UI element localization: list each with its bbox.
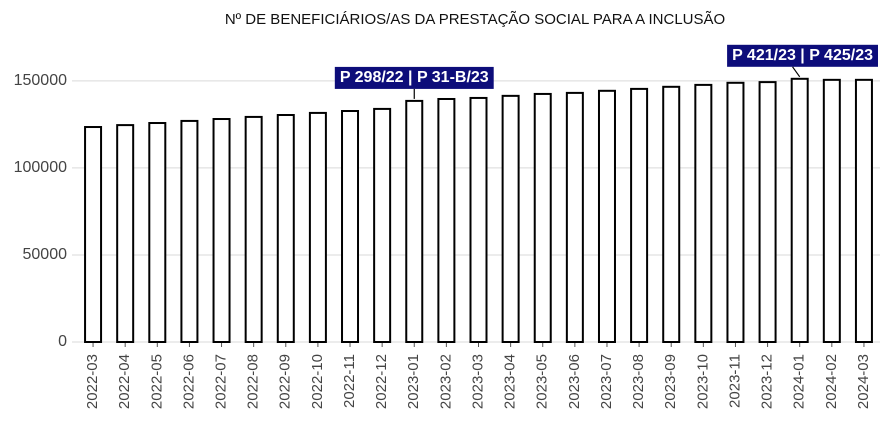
bar (694, 83, 713, 344)
bar (308, 111, 327, 343)
x-tick-label: 2023-11 (726, 354, 743, 408)
y-tick-label: 150000 (14, 72, 67, 89)
bar (758, 81, 777, 343)
x-tick-label: 2024-03 (855, 354, 872, 409)
x-tick-label: 2024-01 (791, 354, 808, 409)
bar (180, 119, 199, 344)
x-tick-label: 2023-01 (405, 354, 422, 409)
bar (630, 87, 649, 343)
x-tick-label: 2022-12 (373, 354, 390, 409)
annotation-leader (792, 66, 801, 78)
x-tick-label: 2022-04 (116, 354, 133, 409)
x-tick-label: 2024-02 (823, 354, 840, 409)
bar (148, 122, 167, 343)
x-tick-label: 2023-10 (694, 354, 711, 409)
bar (84, 126, 103, 343)
bar (212, 118, 231, 343)
bar (790, 77, 809, 344)
y-tick-label: 50000 (23, 246, 68, 263)
bar (244, 115, 263, 343)
bar (469, 96, 488, 343)
bar (437, 97, 456, 343)
x-tick-label: 2022-11 (341, 354, 358, 408)
x-tick-label: 2022-09 (277, 354, 294, 409)
x-tick-label: 2023-05 (534, 354, 551, 409)
annotation-box (334, 66, 494, 89)
bar (597, 89, 616, 343)
x-tick-label: 2023-03 (469, 354, 486, 409)
bar (276, 114, 295, 344)
annotation: P 421/23 | P 425/23 (727, 44, 878, 78)
bar (405, 99, 424, 343)
annotation-box (727, 44, 878, 67)
bar (662, 85, 681, 344)
x-tick-label: 2022-06 (180, 354, 197, 409)
x-tick-label: 2022-03 (84, 354, 101, 409)
annotation-label: P 421/23 | P 425/23 (732, 47, 873, 64)
bar (854, 78, 873, 343)
x-tick-label: 2023-08 (630, 354, 647, 409)
chart-title: Nº DE BENEFICIÁRIOS/AS DA PRESTAÇÃO SOCI… (225, 11, 725, 28)
bar (373, 107, 392, 344)
y-tick-label: 100000 (14, 159, 67, 176)
bar (565, 91, 584, 344)
x-tick-label: 2023-09 (662, 354, 679, 409)
y-tick-label: 0 (58, 333, 67, 350)
x-tick-label: 2023-02 (437, 354, 454, 409)
x-tick-label: 2022-05 (148, 354, 165, 409)
x-tick-label: 2022-07 (213, 354, 230, 409)
annotation: P 298/22 | P 31-B/23 (334, 66, 494, 99)
x-tick-label: 2023-07 (598, 354, 615, 409)
bar (822, 78, 841, 343)
x-tick-label: 2023-04 (502, 354, 519, 409)
x-tick-label: 2023-12 (759, 354, 776, 409)
bar (341, 110, 360, 343)
bar (116, 124, 135, 344)
x-tick-label: 2022-08 (245, 354, 262, 409)
x-tick-label: 2022-10 (309, 354, 326, 409)
bar (726, 81, 745, 343)
bar (501, 94, 520, 344)
bar (533, 92, 552, 343)
annotation-label: P 298/22 | P 31-B/23 (340, 69, 489, 86)
x-tick-label: 2023-06 (566, 354, 583, 409)
